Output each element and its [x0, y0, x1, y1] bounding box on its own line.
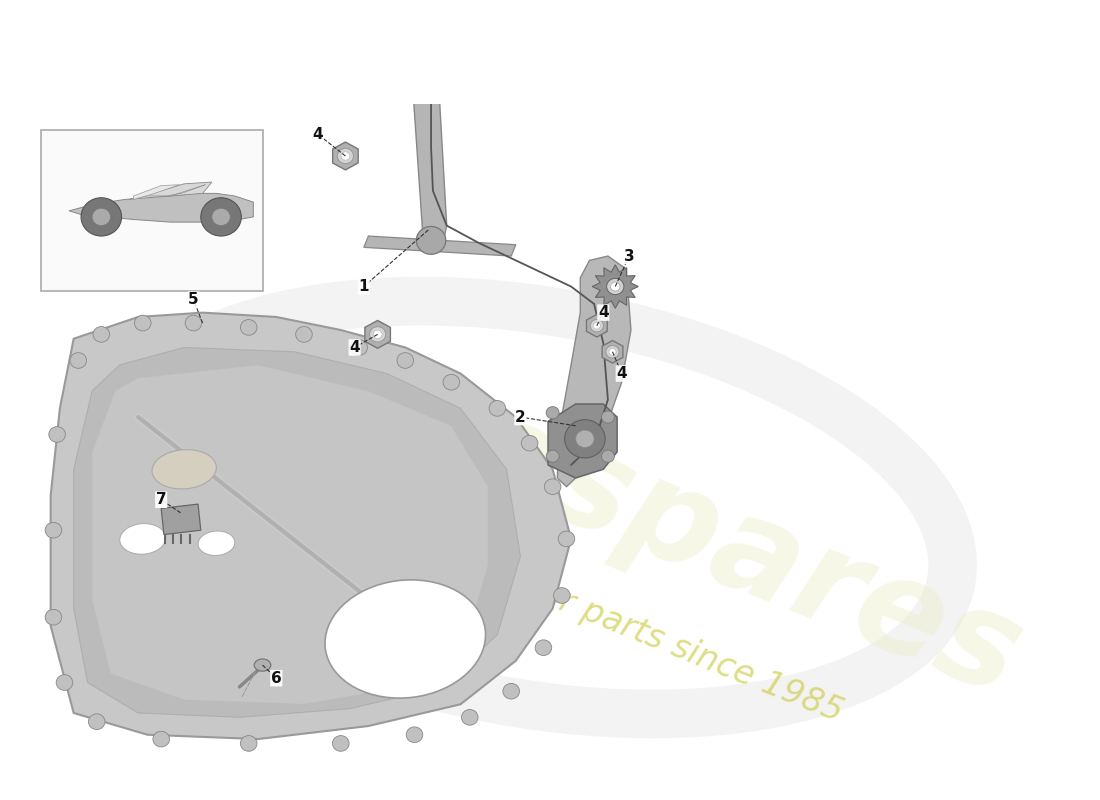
Circle shape	[48, 426, 65, 442]
Circle shape	[558, 531, 574, 546]
Circle shape	[56, 674, 73, 690]
Circle shape	[94, 326, 110, 342]
Text: 1: 1	[359, 279, 370, 294]
Polygon shape	[548, 404, 617, 478]
Circle shape	[338, 148, 353, 164]
Circle shape	[593, 322, 601, 329]
Circle shape	[241, 319, 257, 335]
Polygon shape	[129, 182, 212, 199]
Text: 4: 4	[312, 126, 323, 142]
Circle shape	[45, 522, 62, 538]
Circle shape	[134, 315, 151, 331]
Circle shape	[602, 411, 615, 423]
Circle shape	[426, 25, 437, 34]
Circle shape	[351, 340, 367, 355]
Circle shape	[332, 735, 349, 751]
Text: 3: 3	[417, 0, 427, 2]
Circle shape	[610, 282, 620, 291]
Text: 5: 5	[188, 292, 199, 307]
Polygon shape	[405, 6, 456, 54]
Polygon shape	[412, 65, 447, 247]
Circle shape	[153, 731, 169, 747]
Polygon shape	[92, 365, 488, 704]
Circle shape	[421, 21, 441, 39]
Circle shape	[547, 406, 559, 419]
Circle shape	[45, 610, 62, 625]
Circle shape	[201, 198, 241, 236]
Text: 4: 4	[598, 305, 608, 320]
Circle shape	[535, 640, 552, 655]
Ellipse shape	[120, 524, 166, 554]
Circle shape	[296, 326, 312, 342]
Text: 4: 4	[350, 340, 360, 355]
Text: 7: 7	[156, 492, 166, 507]
Circle shape	[92, 208, 110, 226]
Ellipse shape	[324, 580, 485, 698]
Ellipse shape	[152, 450, 217, 489]
Circle shape	[609, 348, 616, 355]
Circle shape	[490, 401, 506, 416]
Circle shape	[212, 208, 230, 226]
Polygon shape	[51, 313, 571, 739]
Circle shape	[406, 727, 422, 742]
Circle shape	[415, 54, 448, 85]
Polygon shape	[133, 185, 179, 199]
FancyBboxPatch shape	[42, 130, 263, 291]
Polygon shape	[558, 256, 631, 486]
Circle shape	[553, 588, 570, 603]
Circle shape	[544, 479, 561, 494]
Polygon shape	[162, 504, 201, 534]
Polygon shape	[332, 142, 359, 170]
Polygon shape	[592, 265, 638, 308]
Circle shape	[422, 61, 439, 77]
Circle shape	[70, 353, 87, 368]
Circle shape	[416, 226, 446, 254]
Circle shape	[88, 714, 104, 730]
Polygon shape	[586, 314, 607, 337]
Circle shape	[591, 319, 604, 332]
Circle shape	[241, 735, 257, 751]
Text: 6: 6	[271, 670, 282, 686]
Circle shape	[547, 450, 559, 462]
Text: 3: 3	[624, 249, 635, 263]
Circle shape	[443, 374, 460, 390]
Polygon shape	[166, 185, 206, 196]
Circle shape	[81, 198, 122, 236]
Polygon shape	[602, 341, 623, 363]
Circle shape	[575, 430, 594, 447]
Text: a passion for parts since 1985: a passion for parts since 1985	[368, 510, 848, 729]
Circle shape	[503, 683, 519, 699]
Polygon shape	[365, 321, 390, 348]
Circle shape	[397, 353, 414, 368]
Ellipse shape	[198, 531, 234, 555]
Circle shape	[521, 435, 538, 451]
Circle shape	[607, 278, 624, 294]
Polygon shape	[69, 194, 253, 222]
Circle shape	[606, 346, 619, 358]
Text: eurospares: eurospares	[218, 292, 1038, 723]
Circle shape	[341, 152, 350, 160]
Circle shape	[185, 315, 201, 331]
Circle shape	[370, 326, 386, 342]
Circle shape	[602, 450, 615, 462]
Circle shape	[564, 420, 605, 458]
Circle shape	[373, 330, 382, 338]
Circle shape	[462, 710, 478, 725]
Ellipse shape	[254, 659, 271, 671]
Polygon shape	[74, 347, 520, 718]
Polygon shape	[364, 236, 516, 256]
Text: 2: 2	[515, 410, 526, 425]
Text: 4: 4	[616, 366, 627, 381]
